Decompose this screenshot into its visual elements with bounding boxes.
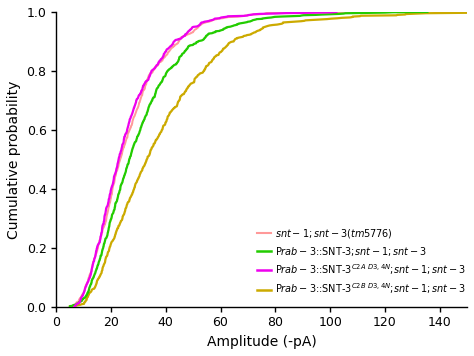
- Y-axis label: Cumulative probability: Cumulative probability: [7, 80, 21, 239]
- X-axis label: Amplitude (-pA): Amplitude (-pA): [207, 335, 317, 349]
- Legend: $\it{snt-1;snt-3(tm5776)}$, P$\it{rab-3}$::SNT-3;$\it{snt-1;snt-3}$, P$\it{rab-3: $\it{snt-1;snt-3(tm5776)}$, P$\it{rab-3}…: [257, 227, 466, 296]
